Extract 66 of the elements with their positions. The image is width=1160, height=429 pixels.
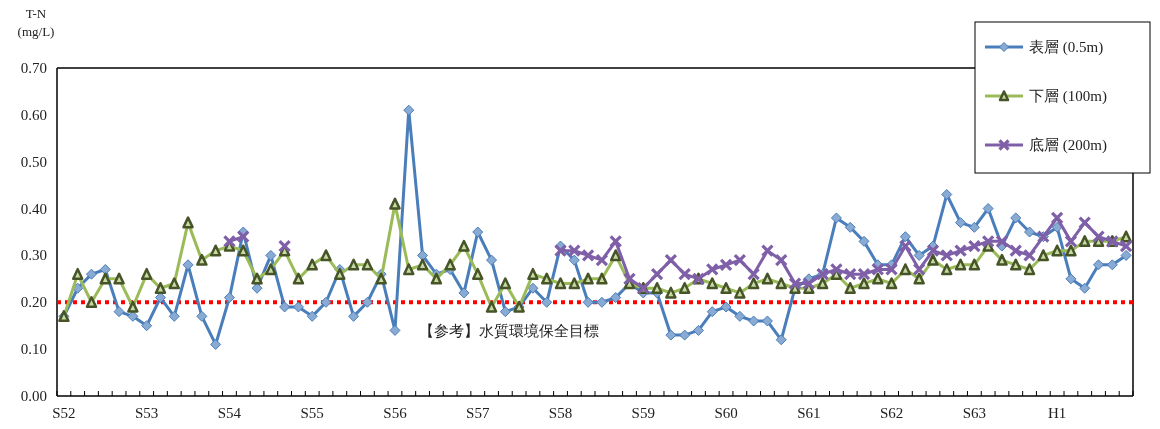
x-tick-label: S56 <box>383 405 408 421</box>
point <box>995 234 1009 248</box>
point <box>760 244 775 258</box>
point <box>1050 211 1064 225</box>
point <box>609 234 623 248</box>
point <box>1009 244 1023 258</box>
x-tick-label: H1 <box>1047 405 1067 421</box>
legend-label: 下層 (100m) <box>1029 88 1107 105</box>
point <box>1064 234 1078 248</box>
point <box>553 244 568 258</box>
point <box>788 276 802 291</box>
x-tick-label: S52 <box>52 405 76 421</box>
point <box>236 230 250 244</box>
point <box>567 244 581 258</box>
point <box>278 239 292 253</box>
x-tick-label: S57 <box>466 405 490 421</box>
point <box>733 253 747 267</box>
ref-line-label: 【参考】水質環境保全目標 <box>418 323 599 340</box>
point <box>581 248 595 263</box>
y-tick-label: 0.60 <box>20 106 47 123</box>
point <box>1078 216 1092 230</box>
point <box>953 244 968 258</box>
x-tick-label: S59 <box>631 405 655 421</box>
x-tick-label: S55 <box>300 405 324 421</box>
y-axis-title: T-N (mg/L) <box>17 6 55 39</box>
legend-label: 底層 (200m) <box>1029 137 1107 154</box>
y-tick-label: 0.10 <box>20 341 47 358</box>
x-tick-label: S54 <box>217 405 242 421</box>
point <box>981 234 995 248</box>
y-tick-label: 0.40 <box>20 200 47 217</box>
point <box>664 253 678 267</box>
point <box>1022 248 1037 263</box>
y-tick-label: 0.00 <box>20 388 47 404</box>
point <box>843 267 857 281</box>
point <box>898 239 912 253</box>
point <box>926 244 940 258</box>
point <box>802 276 816 291</box>
x-tick-label: S61 <box>797 405 821 421</box>
point <box>829 262 844 277</box>
point <box>1091 230 1106 244</box>
x-tick-label: S53 <box>134 405 159 421</box>
x-tick-label: S62 <box>879 405 904 421</box>
point <box>871 262 885 277</box>
point <box>774 253 788 267</box>
point <box>595 253 609 267</box>
point <box>967 239 981 253</box>
point <box>747 267 761 281</box>
point <box>1119 239 1133 253</box>
point <box>857 267 871 281</box>
point <box>912 262 926 277</box>
y-tick-label: 0.50 <box>20 153 47 170</box>
point <box>705 262 719 277</box>
x-tick-label: S60 <box>714 405 738 421</box>
x-tick-label: S58 <box>548 405 573 421</box>
point <box>884 262 899 277</box>
point <box>940 248 954 263</box>
point <box>719 258 733 272</box>
y-tick-label: 0.70 <box>20 60 47 76</box>
y-tick-label: 0.30 <box>20 247 47 264</box>
point <box>650 267 664 281</box>
point <box>678 267 692 281</box>
point <box>222 234 237 248</box>
point <box>622 272 637 286</box>
legend-label: 表層 (0.5m) <box>1029 39 1104 56</box>
y-tick-label: 0.20 <box>20 294 47 311</box>
x-tick-label: S63 <box>962 405 987 421</box>
